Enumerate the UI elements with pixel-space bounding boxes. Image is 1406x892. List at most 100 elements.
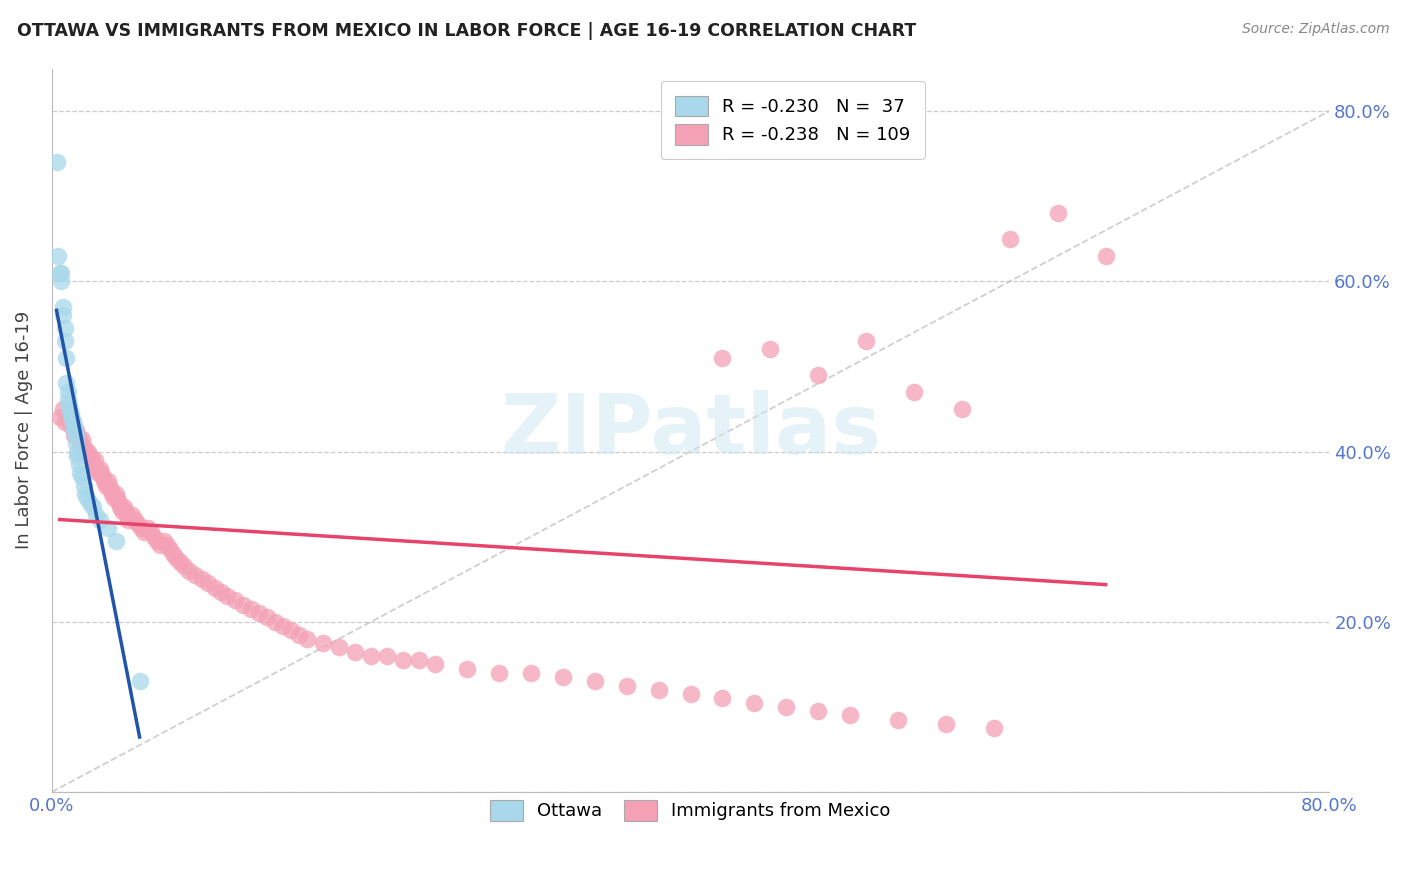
Point [197, 576, 219, 591]
Point [45, 155, 67, 169]
Point [108, 495, 131, 509]
Point [807, 368, 830, 382]
Point [232, 598, 254, 612]
Point [111, 504, 134, 518]
Point [114, 504, 136, 518]
Point [65, 436, 87, 450]
Point [983, 721, 1005, 735]
Point [551, 670, 574, 684]
Point [129, 521, 152, 535]
Text: ZIPatlas: ZIPatlas [501, 390, 882, 471]
Point [67, 432, 90, 446]
Point [53, 334, 76, 348]
Point [56, 393, 79, 408]
Point [121, 508, 143, 523]
Point [117, 513, 139, 527]
Point [101, 487, 124, 501]
Point [91, 470, 114, 484]
Point [887, 713, 910, 727]
Point [51, 274, 73, 288]
Point [744, 696, 766, 710]
Point [935, 717, 957, 731]
Point [162, 547, 184, 561]
Point [98, 478, 121, 492]
Point [375, 648, 398, 663]
Point [204, 581, 226, 595]
Point [104, 533, 127, 548]
Point [58, 410, 80, 425]
Point [256, 610, 278, 624]
Point [75, 487, 97, 501]
Point [59, 406, 82, 420]
Point [177, 564, 200, 578]
Point [998, 232, 1021, 246]
Point [52, 309, 75, 323]
Point [100, 483, 122, 497]
Point [679, 687, 702, 701]
Point [73, 440, 96, 454]
Point [1046, 206, 1069, 220]
Point [124, 513, 146, 527]
Point [51, 266, 73, 280]
Point [59, 419, 82, 434]
Point [58, 398, 80, 412]
Point [583, 674, 606, 689]
Point [73, 478, 96, 492]
Point [156, 538, 179, 552]
Point [456, 662, 478, 676]
Point [77, 444, 100, 458]
Point [89, 513, 111, 527]
Point [360, 648, 382, 663]
Point [328, 640, 350, 655]
Point [134, 525, 156, 540]
Point [48, 266, 70, 280]
Point [58, 401, 80, 416]
Point [1094, 249, 1116, 263]
Point [807, 704, 830, 718]
Point [87, 466, 110, 480]
Point [63, 427, 86, 442]
Point [423, 657, 446, 672]
Point [79, 495, 101, 509]
Point [104, 487, 127, 501]
Point [55, 376, 77, 391]
Point [52, 401, 75, 416]
Point [80, 453, 103, 467]
Point [173, 559, 195, 574]
Point [312, 636, 335, 650]
Point [264, 615, 287, 629]
Point [169, 555, 191, 569]
Point [89, 461, 111, 475]
Point [66, 444, 89, 458]
Point [271, 619, 294, 633]
Point [97, 475, 120, 489]
Y-axis label: In Labor Force | Age 16-19: In Labor Force | Age 16-19 [15, 311, 32, 549]
Text: Source: ZipAtlas.com: Source: ZipAtlas.com [1241, 22, 1389, 37]
Point [146, 533, 169, 548]
Point [136, 521, 159, 535]
Point [224, 593, 246, 607]
Point [65, 423, 87, 437]
Point [82, 458, 104, 472]
Point [48, 410, 70, 425]
Point [103, 491, 125, 506]
Point [86, 508, 108, 523]
Point [76, 491, 98, 506]
Point [63, 423, 86, 437]
Point [247, 606, 270, 620]
Point [56, 406, 79, 420]
Point [184, 568, 207, 582]
Point [66, 449, 89, 463]
Point [191, 572, 214, 586]
Point [66, 427, 89, 442]
Point [217, 589, 239, 603]
Point [711, 691, 734, 706]
Point [408, 653, 430, 667]
Point [97, 521, 120, 535]
Point [62, 415, 84, 429]
Point [46, 249, 69, 263]
Point [488, 665, 510, 680]
Point [209, 585, 232, 599]
Legend: Ottawa, Immigrants from Mexico: Ottawa, Immigrants from Mexico [477, 785, 905, 835]
Point [165, 550, 187, 565]
